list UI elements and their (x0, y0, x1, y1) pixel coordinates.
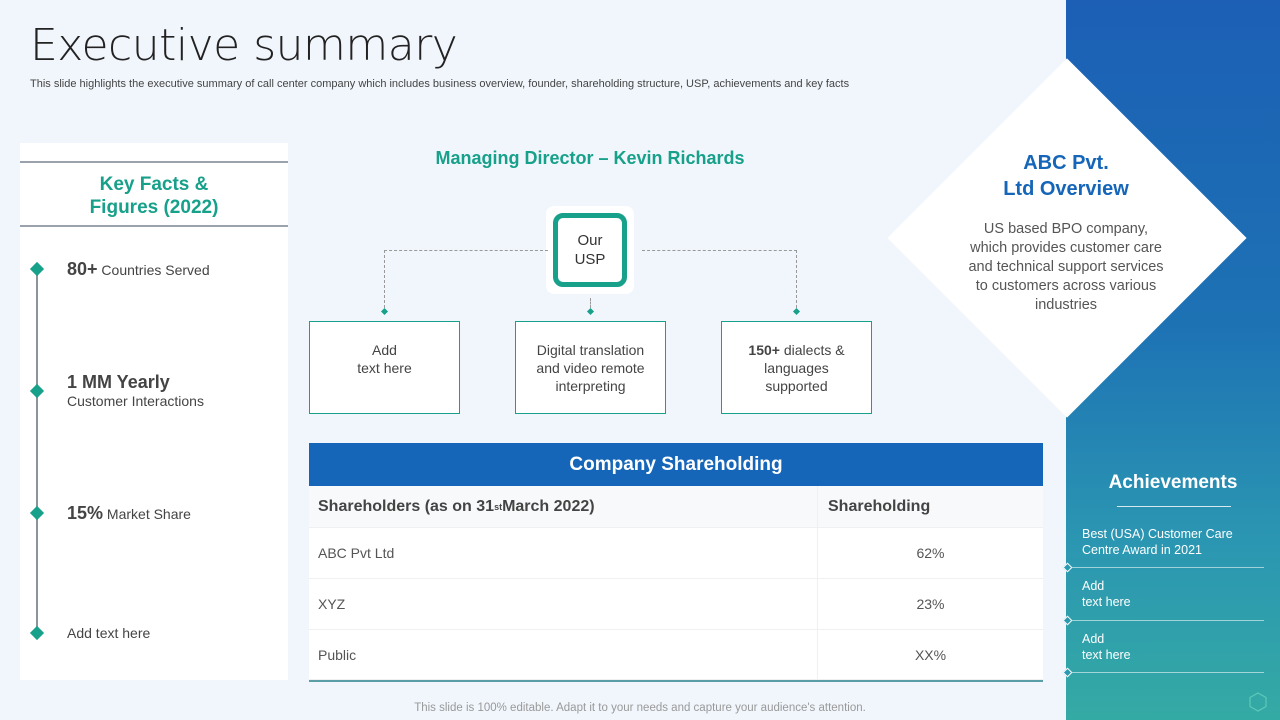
shareholding-title: Company Shareholding (309, 443, 1043, 486)
achievements-title: Achievements (1108, 472, 1238, 493)
usp-label-line2: USP (574, 251, 606, 268)
column-header-shareholding: Shareholding (828, 497, 931, 515)
usp-box-text: text here (357, 360, 412, 376)
managing-director-title: Managing Director – Kevin Richards (435, 148, 745, 168)
usp-badge: Our USP (553, 213, 627, 287)
page-subtitle: This slide highlights the executive summ… (30, 78, 850, 90)
achievement-text: Centre Award in 2021 (1082, 543, 1202, 557)
shareholder-name: Public (309, 630, 818, 679)
key-facts-heading-line2: Figures (2022) (89, 197, 219, 218)
overview-title-line2: Ltd Overview (1003, 178, 1129, 200)
connector-center (590, 298, 591, 308)
achievement-divider (1068, 672, 1264, 673)
connector-right (642, 250, 797, 308)
usp-box-2: Digital translation and video remote int… (515, 321, 666, 414)
achievement-item: Best (USA) Customer Care Centre Award in… (1082, 526, 1233, 558)
fact-value: 1 MM Yearly (67, 372, 170, 392)
table-row: XYZ 23% (309, 579, 1043, 630)
overview-title-line1: ABC Pvt. (1023, 152, 1109, 174)
fact-placeholder: Add text here (67, 625, 150, 641)
fact-label: Market Share (103, 506, 191, 522)
key-facts-heading: Key Facts & Figures (2022) (20, 173, 288, 219)
usp-box-text: Digital translation (536, 342, 645, 358)
overview-text: US based BPO company, which provides cus… (968, 221, 1164, 313)
usp-box-text: dialects & (779, 342, 845, 358)
fact-value: 15% (67, 503, 104, 523)
achievement-item: Add text here (1082, 578, 1131, 610)
table-row: Public XX% (309, 630, 1043, 680)
usp-box-3: 150+ dialects & languages supported (721, 321, 872, 414)
connector-end-marker (792, 307, 801, 316)
page-title: Executive summary (30, 20, 458, 71)
usp-box-1: Add text here (309, 321, 460, 414)
shareholding-table: Company Shareholding Shareholders (as on… (309, 443, 1043, 682)
key-facts-heading-line1: Key Facts & (99, 174, 209, 195)
divider (20, 161, 288, 163)
shareholder-value: XX% (914, 646, 947, 663)
fact-market-share: 15% Market Share (67, 503, 191, 524)
divider (20, 225, 288, 227)
usp-box-text: Add (372, 342, 397, 358)
column-header-text: Shareholders (as on 31 (318, 497, 495, 515)
fact-countries: 80+ Countries Served (67, 259, 210, 280)
achievement-divider (1068, 620, 1264, 621)
achievement-divider (1068, 567, 1264, 568)
shareholder-name: XYZ (309, 579, 818, 629)
table-row: ABC Pvt Ltd 62% (309, 528, 1043, 579)
column-header-text: March 2022) (502, 497, 595, 515)
shareholder-name: ABC Pvt Ltd (309, 528, 818, 578)
achievement-text: Add (1082, 632, 1105, 646)
achievement-item: Add text here (1082, 631, 1131, 663)
usp-label-line1: Our (577, 232, 603, 249)
shareholder-value: 23% (916, 596, 945, 612)
fact-interactions: 1 MM Yearly Customer Interactions (67, 372, 204, 409)
connector-left (384, 250, 548, 308)
footer-note: This slide is 100% editable. Adapt it to… (414, 702, 866, 714)
fact-value: 80+ (67, 259, 98, 279)
fact-label: Customer Interactions (67, 393, 204, 409)
connector-end-marker (380, 307, 389, 316)
achievement-text: Best (USA) Customer Care (1082, 527, 1233, 541)
timeline-line (36, 268, 38, 632)
hexagon-icon (1249, 692, 1267, 712)
achievement-text: text here (1082, 595, 1131, 609)
achievements-divider (1117, 506, 1231, 507)
key-facts-panel: Key Facts & Figures (2022) (20, 143, 288, 680)
usp-box-highlight: 150+ (748, 342, 780, 358)
usp-box-text: languages (764, 360, 829, 376)
table-bottom-rule (309, 680, 1043, 682)
usp-box-text: supported (765, 378, 828, 394)
connector-end-marker (586, 307, 595, 316)
overview-title: ABC Pvt. Ltd Overview (966, 150, 1166, 202)
usp-box-text: interpreting (555, 378, 626, 394)
fact-label: Add text here (67, 625, 151, 641)
achievement-text: text here (1082, 648, 1131, 662)
fact-label: Countries Served (97, 262, 210, 278)
column-header-sup: st (494, 501, 503, 512)
shareholder-value: 62% (916, 545, 945, 561)
achievement-text: Add (1082, 579, 1105, 593)
usp-box-text: and video remote (536, 360, 645, 376)
